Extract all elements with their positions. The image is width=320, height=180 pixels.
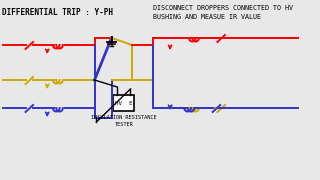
Text: DISCONNECT DROPPERS CONNECTED TO HV
BUSHING AND MEASUE IR VALUE: DISCONNECT DROPPERS CONNECTED TO HV BUSH… <box>153 5 293 19</box>
Text: HV  E: HV E <box>115 100 132 105</box>
FancyBboxPatch shape <box>113 95 134 111</box>
Text: DIFFERENTIAL TRIP : Y-PH: DIFFERENTIAL TRIP : Y-PH <box>2 8 113 17</box>
Text: INSULATION RESISTANCE
TESTER: INSULATION RESISTANCE TESTER <box>91 115 156 127</box>
